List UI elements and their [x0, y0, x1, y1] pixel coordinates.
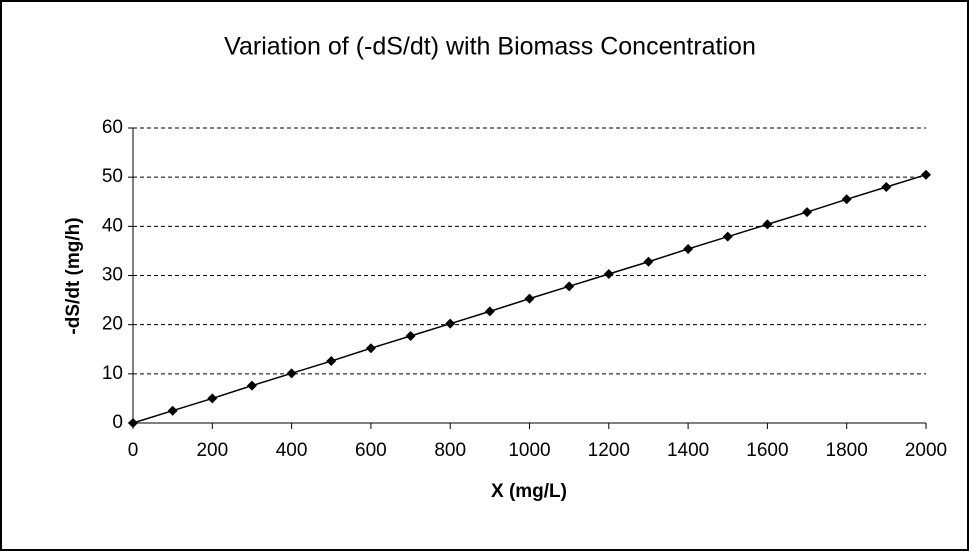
data-point	[445, 318, 456, 329]
data-point	[405, 330, 416, 341]
data-point	[167, 405, 178, 416]
data-point	[802, 207, 813, 218]
x-tick-label: 1400	[667, 440, 709, 461]
data-point	[207, 393, 218, 404]
y-tick-label: 60	[102, 117, 123, 138]
x-axis-label: X (mg/L)	[491, 481, 567, 502]
x-tick-label: 2000	[905, 440, 947, 461]
data-point	[524, 293, 535, 304]
data-point	[484, 306, 495, 317]
data-point	[128, 418, 138, 428]
data-point	[246, 380, 257, 391]
data-point	[564, 281, 575, 292]
data-point	[841, 194, 852, 205]
data-point	[683, 243, 694, 254]
x-tick-label: 400	[276, 440, 308, 461]
x-tick-label: 600	[355, 440, 387, 461]
data-point	[722, 231, 733, 242]
data-point	[286, 368, 297, 379]
y-tick-label: 20	[102, 314, 123, 335]
y-tick-label: 10	[102, 363, 123, 384]
y-tick-label: 30	[102, 265, 123, 286]
data-point	[365, 343, 376, 354]
data-point	[326, 356, 337, 367]
data-point	[603, 269, 614, 280]
x-tick-label: 200	[196, 440, 228, 461]
x-tick-label: 1200	[588, 440, 630, 461]
y-axis-label: -dS/dt (mg/h)	[63, 217, 84, 334]
x-tick-label: 1000	[508, 440, 550, 461]
y-tick-label: 0	[112, 412, 123, 433]
x-tick-label: 800	[434, 440, 466, 461]
x-tick-label: 1600	[746, 440, 788, 461]
x-tick-label: 1800	[826, 440, 868, 461]
data-point	[643, 256, 654, 267]
data-point	[921, 169, 931, 180]
chart-title: Variation of (-dS/dt) with Biomass Conce…	[224, 33, 756, 61]
x-tick-label: 0	[128, 440, 139, 461]
y-tick-label: 40	[102, 215, 123, 236]
y-tick-label: 50	[102, 166, 123, 187]
data-point	[762, 219, 773, 230]
data-point	[881, 182, 892, 192]
